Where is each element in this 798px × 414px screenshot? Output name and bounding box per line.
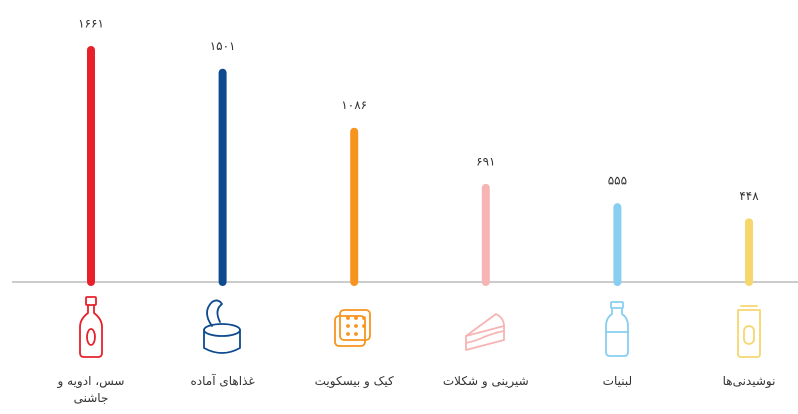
icon-cookie [334, 309, 371, 347]
icon-drink [737, 305, 761, 358]
value-label: ۱۵۰۱ [210, 39, 236, 53]
category-label: کیک و بیسکویت [314, 374, 394, 388]
icon-milk [605, 301, 629, 357]
value-label: ۱۶۶۱ [78, 17, 104, 31]
value-label: ۶۹۱ [476, 154, 495, 168]
icon-cake [465, 313, 505, 351]
icon-sauce [79, 296, 103, 358]
value-label: ۱۰۸۶ [341, 98, 367, 112]
category-label: لبنیات [602, 374, 633, 388]
value-label: ۵۵۵ [608, 174, 627, 188]
category-label: نوشیدنی‌ها [722, 374, 776, 388]
icon-can [203, 299, 241, 354]
category-label: سس، ادویه و جاشنی [57, 374, 125, 405]
category-label: شیرینی و شکلات [442, 374, 529, 388]
category-label: غذاهای آماده [190, 374, 255, 388]
value-label: ۴۴۸ [739, 189, 759, 203]
